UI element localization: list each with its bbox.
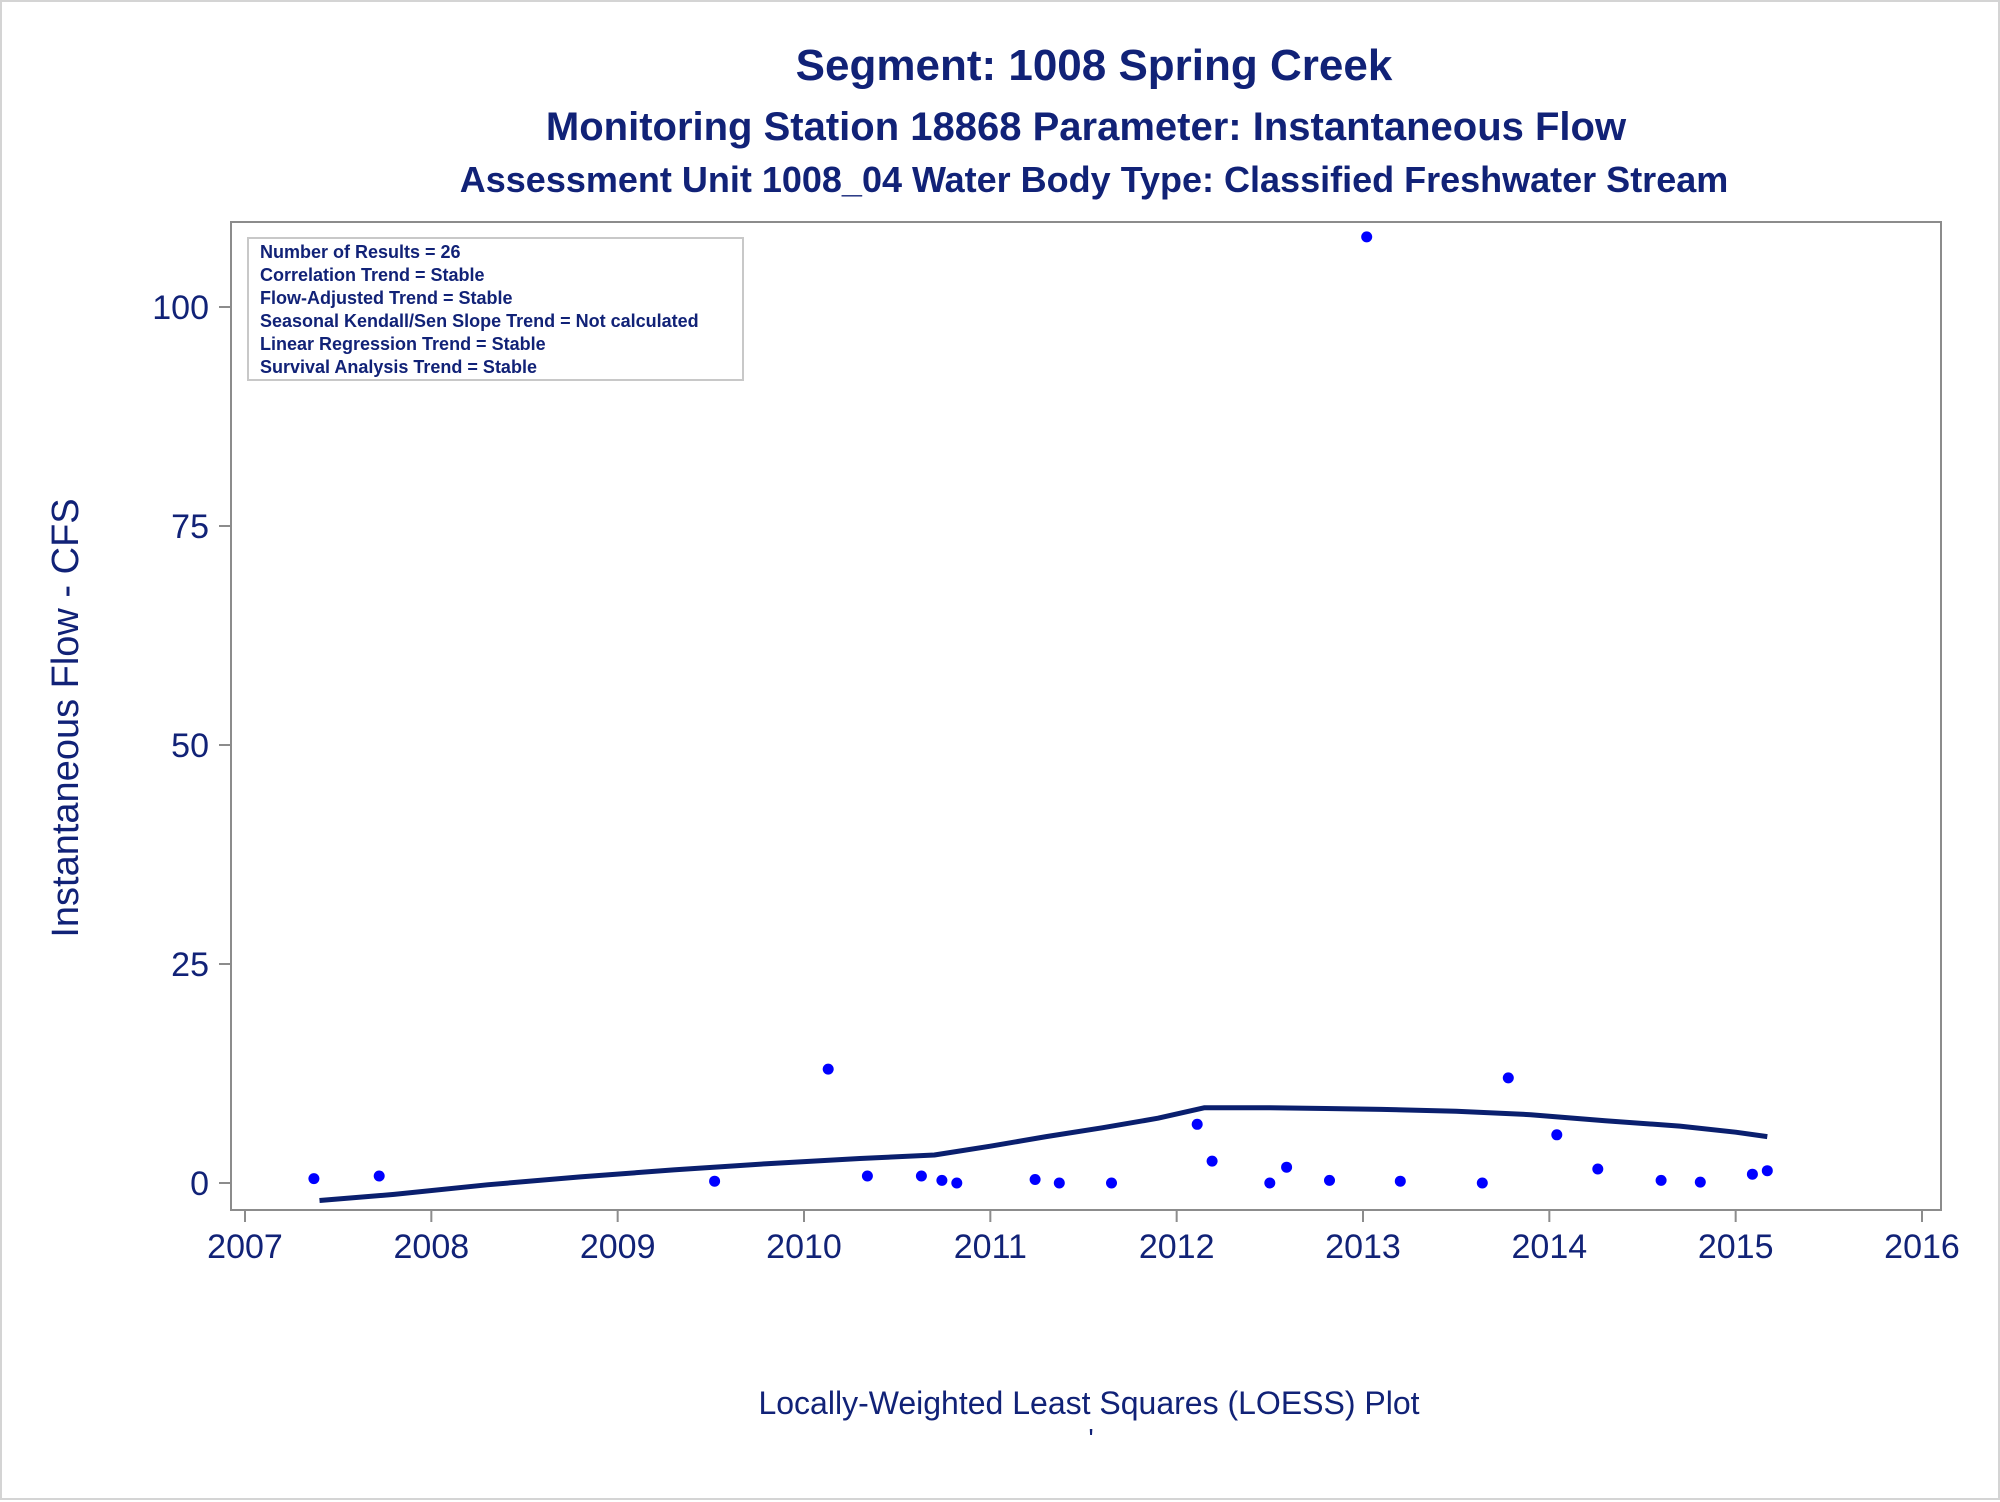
- data-point: [1053, 1177, 1065, 1189]
- data-point: [1206, 1155, 1218, 1167]
- x-tick-label: 2014: [1512, 1228, 1588, 1266]
- data-point: [822, 1063, 834, 1075]
- y-tick-label: 100: [152, 289, 209, 327]
- data-point: [1361, 231, 1373, 243]
- data-point: [951, 1177, 963, 1189]
- x-axis: 2007 2008 2009 2010 2011 2012 2013 2014 2015 2016: [207, 1210, 1960, 1266]
- stats-line-correlation: Correlation Trend = Stable: [260, 265, 485, 285]
- data-point: [1264, 1177, 1276, 1189]
- chart-title: Segment: 1008 Spring Creek: [796, 41, 1393, 90]
- series-layer: [308, 231, 1773, 1203]
- y-axis: 0 25 50 75 100: [152, 289, 231, 1203]
- data-point: [915, 1170, 927, 1182]
- data-point: [1191, 1118, 1203, 1130]
- data-point: [1106, 1177, 1117, 1189]
- x-tick-label: 2007: [207, 1228, 283, 1266]
- data-point: [1502, 1072, 1514, 1084]
- stats-line-flow-adjusted: Flow-Adjusted Trend = Stable: [260, 288, 513, 308]
- data-point: [1655, 1174, 1667, 1186]
- x-tick-label: 2011: [954, 1228, 1027, 1266]
- stats-line-number-of-results: Number of Results = 26: [260, 242, 461, 262]
- data-point: [936, 1174, 948, 1186]
- chart-subtitle: Monitoring Station 18868 Parameter: Inst…: [546, 105, 1627, 149]
- stats-box-border: [247, 237, 744, 381]
- data-point: [1029, 1174, 1041, 1185]
- data-point: [861, 1170, 873, 1182]
- data-point: [1746, 1168, 1758, 1180]
- data-point: [373, 1170, 385, 1182]
- loess-line: [319, 1105, 1768, 1203]
- stats-line-linear-regression: Linear Regression Trend = Stable: [260, 334, 546, 354]
- x-tick-label: 2008: [394, 1228, 470, 1266]
- x-tick-label: 2010: [766, 1228, 842, 1266]
- footnote-mark: ': [1088, 1423, 1093, 1454]
- footnote: Locally-Weighted Least Squares (LOESS) P…: [758, 1385, 1419, 1421]
- data-point: [1324, 1174, 1335, 1186]
- data-point: [1761, 1165, 1773, 1177]
- stats-box: Number of Results = 26 Correlation Trend…: [247, 237, 744, 381]
- data-point: [1592, 1163, 1604, 1175]
- y-tick-label: 25: [171, 946, 209, 984]
- data-point: [1694, 1176, 1706, 1188]
- x-tick-label: 2013: [1325, 1228, 1401, 1266]
- x-tick-label: 2012: [1139, 1228, 1215, 1266]
- data-point: [1394, 1175, 1406, 1187]
- x-tick-label: 2015: [1698, 1228, 1774, 1266]
- y-axis-label: Instantaneous Flow - CFS: [45, 498, 87, 937]
- x-tick-label: 2009: [580, 1228, 656, 1266]
- stats-line-survival: Survival Analysis Trend = Stable: [260, 357, 537, 377]
- data-point: [1281, 1161, 1293, 1173]
- chart-subtitle-2: Assessment Unit 1008_04 Water Body Type:…: [460, 159, 1729, 200]
- y-tick-label: 50: [171, 727, 209, 765]
- stats-line-seasonal-kendall: Seasonal Kendall/Sen Slope Trend = Not c…: [260, 311, 699, 331]
- data-point: [1551, 1129, 1563, 1141]
- y-tick-label: 75: [171, 508, 209, 546]
- data-point: [709, 1175, 721, 1187]
- data-point: [308, 1173, 320, 1185]
- data-point: [1476, 1177, 1488, 1189]
- plot-area: [230, 221, 1942, 1211]
- x-tick-label: 2016: [1884, 1228, 1960, 1266]
- y-tick-label: 0: [190, 1165, 209, 1203]
